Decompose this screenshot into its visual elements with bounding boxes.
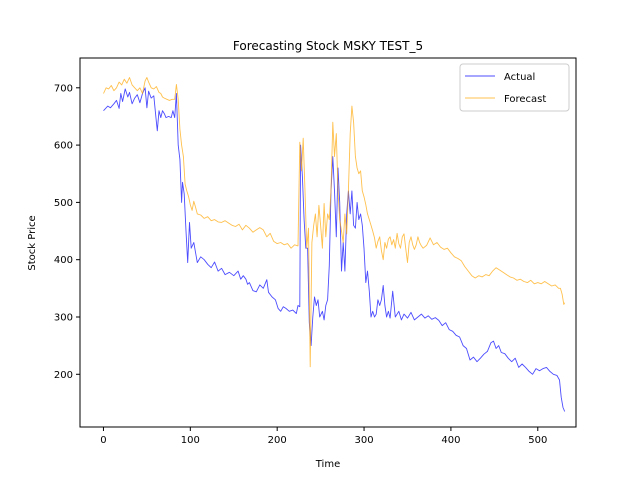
plot-frame (79, 57, 577, 428)
series-line-actual (103, 87, 566, 412)
x-axis-ticks: 0 100 200 300 400 500 (100, 427, 547, 446)
series-line-forecast (103, 77, 566, 368)
y-tick-label: 700 (54, 83, 73, 94)
y-axis-ticks: 200 300 400 500 600 700 (54, 83, 80, 381)
y-tick-label: 300 (54, 312, 73, 323)
x-tick-label: 500 (528, 435, 547, 446)
x-tick-label: 100 (181, 435, 200, 446)
series-layer (103, 77, 566, 412)
y-tick-label: 200 (54, 370, 73, 381)
chart-title: Forecasting Stock MSKY TEST_5 (233, 39, 423, 53)
legend-label-actual: Actual (504, 72, 535, 83)
x-axis-label: Time (315, 459, 340, 470)
x-tick-label: 300 (355, 435, 374, 446)
x-tick-label: 0 (100, 435, 106, 446)
y-tick-label: 400 (54, 255, 73, 266)
x-tick-label: 200 (268, 435, 287, 446)
y-axis-label: Stock Price (27, 215, 38, 270)
x-tick-label: 400 (441, 435, 460, 446)
y-tick-label: 500 (54, 198, 73, 209)
legend: Actual Forecast (459, 63, 570, 112)
y-tick-label: 600 (54, 141, 73, 152)
legend-label-forecast: Forecast (504, 94, 546, 105)
